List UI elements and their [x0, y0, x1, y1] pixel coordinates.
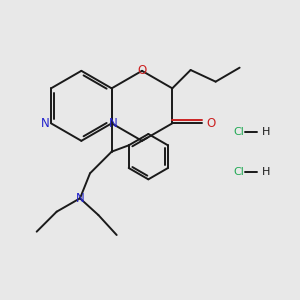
Text: N: N	[76, 192, 84, 205]
Text: N: N	[41, 117, 50, 130]
Text: O: O	[137, 64, 147, 77]
Text: N: N	[109, 117, 118, 130]
Text: O: O	[207, 117, 216, 130]
Text: H: H	[262, 127, 270, 137]
Text: Cl: Cl	[233, 127, 244, 137]
Text: H: H	[262, 167, 270, 177]
Text: Cl: Cl	[233, 167, 244, 177]
